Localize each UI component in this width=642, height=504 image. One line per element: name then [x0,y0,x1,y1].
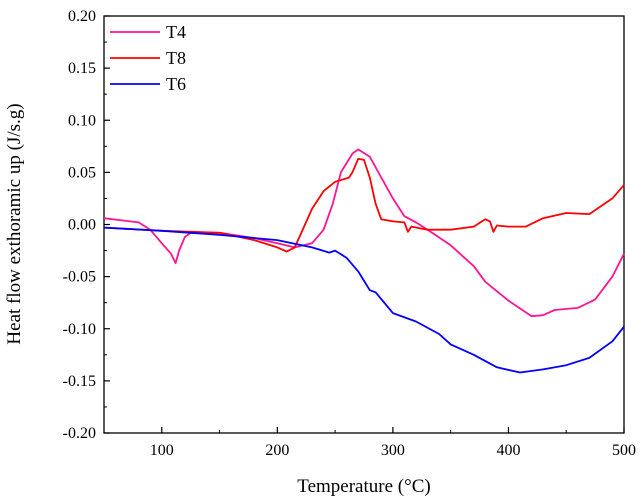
series-line-t6 [103,226,625,374]
y-tick-label: -0.10 [63,321,96,338]
y-axis-label: Heat flow exthoramic up (J/s.g) [4,103,25,344]
y-tick-label: 0.15 [68,60,96,77]
y-tick-label: 0.20 [68,8,96,25]
y-tick-label: 0.05 [68,164,96,181]
y-tick-label: 0.00 [68,217,96,234]
x-tick-label: 500 [612,442,636,459]
x-axis-label: Temperature (°C) [297,476,430,497]
legend-label: T8 [166,48,186,68]
x-tick-label: 300 [381,442,405,459]
y-tick-label: -0.05 [63,269,96,286]
series-line-t4 [103,148,625,318]
x-tick-label: 400 [496,442,520,459]
legend-label: T4 [166,22,186,42]
y-tick-label: 0.10 [68,112,96,129]
y-tick-label: -0.20 [63,425,96,442]
x-tick-label: 100 [150,442,174,459]
y-tick-label: -0.15 [63,373,96,390]
x-tick-label: 200 [265,442,289,459]
series-line-t8 [103,157,625,253]
legend-label: T6 [166,74,186,94]
